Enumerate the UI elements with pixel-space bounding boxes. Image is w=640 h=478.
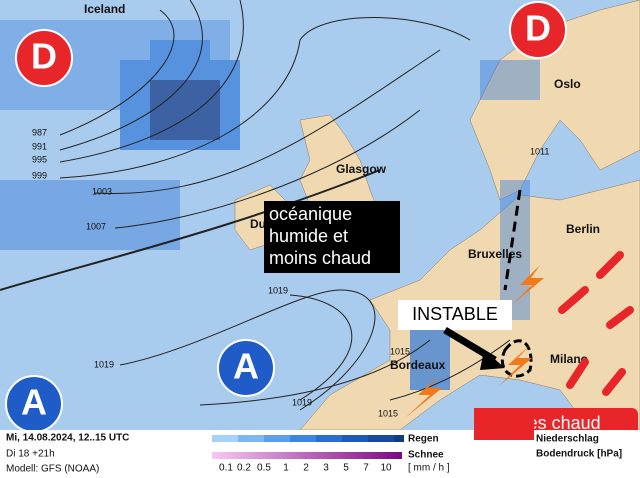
scale-label: 0.2 <box>237 463 251 474</box>
legend-label: Schnee <box>408 450 444 461</box>
place: Oslo <box>554 77 581 91</box>
place: Glasgow <box>336 162 387 176</box>
annotation-line: humide et <box>269 226 348 246</box>
places: Iceland Oslo Glasgow Du Bruxelles Berlin… <box>84 2 600 372</box>
place: Bordeaux <box>390 358 446 372</box>
isobar-label: 1011 <box>530 146 549 156</box>
high: A <box>21 382 47 423</box>
annotation: INSTABLE <box>412 304 498 324</box>
legend-unit: [ mm / h ] <box>408 463 450 474</box>
scale-label: 0.1 <box>219 463 233 474</box>
isobar-labels: 987 991 995 999 1003 1007 1019 1019 1015… <box>32 127 549 418</box>
isobar-label: 1003 <box>92 186 112 196</box>
hot-box-cover <box>474 408 534 440</box>
isobar-label: 987 <box>32 127 47 137</box>
scale-label: 0.5 <box>257 463 271 474</box>
scale-label: 7 <box>363 463 369 474</box>
valid-time: Di 18 +21h <box>6 449 55 460</box>
place: Milano <box>550 352 588 366</box>
scale-label: 1 <box>283 463 289 474</box>
scale-label: 5 <box>343 463 349 474</box>
scale-label: 3 <box>323 463 329 474</box>
isobar-label: 1019 <box>94 359 114 369</box>
isobar-label: 1019 <box>268 285 288 295</box>
isobar-label: 1015 <box>378 408 398 418</box>
model: Modell: GFS (NOAA) <box>6 464 99 475</box>
isobar-label: 991 <box>32 141 47 151</box>
isobar-label: 999 <box>32 170 47 180</box>
pressure-systems: D D A A <box>5 1 567 433</box>
run-time: Mi, 14.08.2024, 12..15 UTC <box>6 433 129 444</box>
isobar-label: 995 <box>32 154 47 164</box>
scale-label: 10 <box>380 463 392 474</box>
isobars <box>0 0 511 411</box>
isobar-label: 1007 <box>86 221 106 231</box>
high: A <box>233 346 259 387</box>
isobar-label: 1019 <box>292 397 312 407</box>
isobar-label: 1015 <box>390 346 410 356</box>
place: Berlin <box>566 222 600 236</box>
low: D <box>525 8 551 49</box>
annotation-line: moins chaud <box>269 248 371 268</box>
place: Bruxelles <box>468 247 522 261</box>
place: Iceland <box>84 2 125 16</box>
scale-label: 2 <box>303 463 309 474</box>
footer-label: Bodendruck [hPa] <box>536 449 622 460</box>
annotation-line: océanique <box>269 204 352 224</box>
legend-label: Regen <box>408 434 439 445</box>
footer-label: Niederschlag <box>536 434 599 445</box>
low: D <box>31 36 57 77</box>
legend: Regen Schnee [ mm / h ] <box>212 434 450 474</box>
place: Du <box>250 217 266 231</box>
